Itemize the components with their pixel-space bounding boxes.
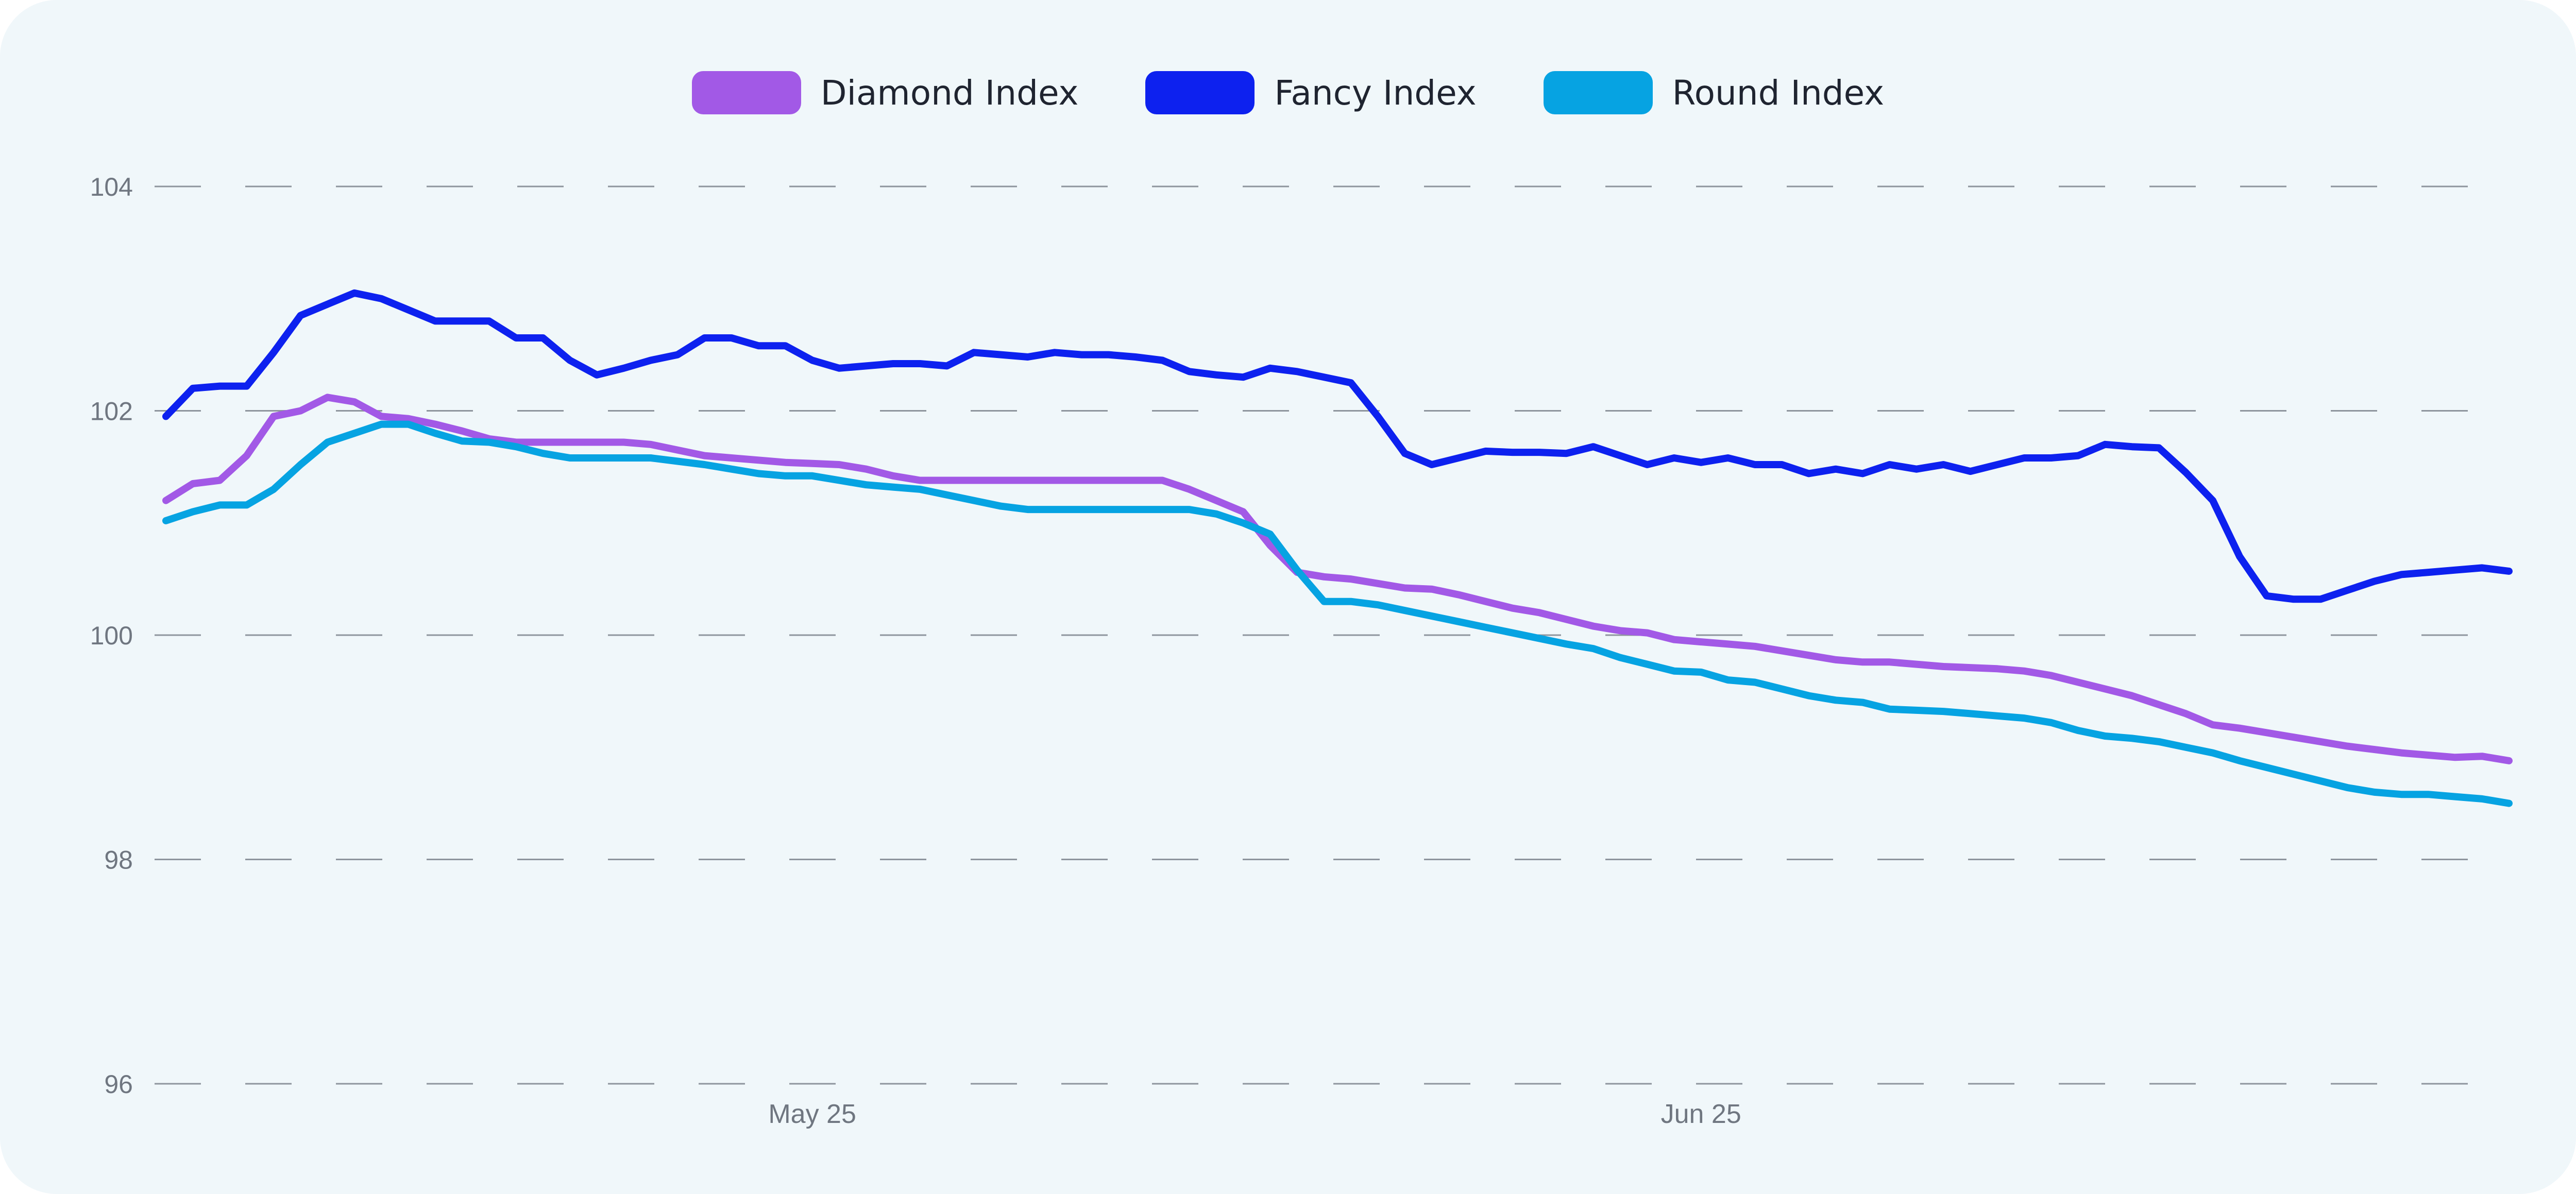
y-tick-label: 104 bbox=[90, 173, 133, 201]
y-tick-label: 98 bbox=[104, 846, 133, 875]
series-line-round-index bbox=[162, 420, 2513, 807]
x-axis: May 25 Jun 25 bbox=[768, 1099, 1741, 1129]
legend-item-round-index[interactable]: Round Index bbox=[1543, 71, 1885, 114]
y-tick-label: 100 bbox=[90, 621, 133, 650]
legend-swatch-diamond-index bbox=[691, 71, 801, 114]
y-axis: 96 98 100 102 104 bbox=[90, 173, 133, 1099]
legend-item-diamond-index[interactable]: Diamond Index bbox=[691, 71, 1079, 114]
series-line-diamond-index bbox=[162, 394, 2513, 764]
y-tick-label: 102 bbox=[90, 397, 133, 426]
x-tick-label: Jun 25 bbox=[1661, 1099, 1741, 1129]
legend-swatch-fancy-index bbox=[1145, 71, 1255, 114]
legend: Diamond Index Fancy Index Round Index bbox=[0, 62, 2576, 124]
x-tick-label: May 25 bbox=[768, 1099, 856, 1129]
legend-item-fancy-index[interactable]: Fancy Index bbox=[1145, 71, 1477, 114]
y-tick-label: 96 bbox=[104, 1070, 133, 1099]
legend-swatch-round-index bbox=[1543, 71, 1653, 114]
legend-label: Diamond Index bbox=[820, 73, 1079, 113]
gridlines bbox=[155, 185, 2509, 1085]
legend-label: Fancy Index bbox=[1274, 73, 1477, 113]
series-lines bbox=[162, 289, 2513, 807]
series-line-fancy-index bbox=[162, 289, 2513, 603]
legend-label: Round Index bbox=[1672, 73, 1885, 113]
